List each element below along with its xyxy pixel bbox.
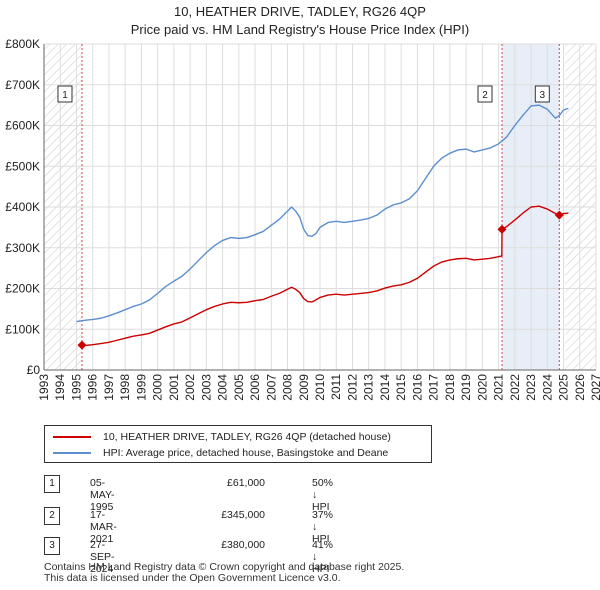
footer-copyright: Contains HM Land Registry data © Crown c… — [44, 561, 405, 573]
x-tick-label: 2016 — [410, 374, 424, 401]
x-tick-label: 1998 — [118, 374, 132, 401]
x-tick-label: 2020 — [475, 374, 489, 401]
y-tick-label: £500K — [5, 159, 40, 173]
legend-swatch-hpi — [53, 452, 91, 454]
legend-item-property: 10, HEATHER DRIVE, TADLEY, RG26 4QP (det… — [53, 431, 391, 443]
x-tick-label: 2012 — [345, 374, 359, 401]
event-label-number: 1 — [62, 90, 68, 101]
x-tick-label: 2025 — [557, 374, 571, 401]
transaction-hpi: 50% ↓ HPI — [312, 477, 334, 513]
footer-license: This data is licensed under the Open Gov… — [44, 572, 341, 584]
y-tick-label: £0 — [27, 363, 41, 377]
sale-marker — [77, 340, 87, 350]
y-tick-label: £400K — [5, 200, 40, 214]
event-label-number: 2 — [482, 90, 488, 101]
transaction-date: 05-MAY-1995 — [90, 477, 115, 513]
legend-label-property: 10, HEATHER DRIVE, TADLEY, RG26 4QP (det… — [103, 431, 391, 443]
transaction-number: 2 — [44, 507, 60, 525]
transaction-price: £380,000 — [221, 539, 265, 551]
x-tick-label: 2014 — [378, 374, 392, 401]
x-tick-label: 1995 — [69, 374, 83, 401]
event-label-box — [534, 85, 550, 103]
x-tick-label: 2013 — [362, 374, 376, 401]
x-tick-label: 2019 — [459, 374, 473, 401]
x-tick-label: 2015 — [394, 374, 408, 401]
transaction-price: £61,000 — [227, 477, 265, 489]
event-label-number: 3 — [540, 90, 546, 101]
legend: 10, HEATHER DRIVE, TADLEY, RG26 4QP (det… — [44, 425, 432, 463]
x-tick-label: 2002 — [183, 374, 197, 401]
x-tick-label: 2017 — [427, 374, 441, 401]
sale-marker — [497, 224, 507, 234]
event-label-box — [477, 85, 493, 103]
x-tick-label: 2007 — [264, 374, 278, 401]
y-tick-label: £600K — [5, 119, 40, 133]
x-tick-label: 2001 — [167, 374, 181, 401]
x-tick-label: 2003 — [199, 374, 213, 401]
y-tick-label: £800K — [5, 37, 40, 51]
chart-title: 10, HEATHER DRIVE, TADLEY, RG26 4QP — [174, 4, 426, 19]
x-tick-label: 2018 — [443, 374, 457, 401]
x-tick-label: 2023 — [524, 374, 538, 401]
x-tick-label: 2000 — [151, 374, 165, 401]
legend-label-hpi: HPI: Average price, detached house, Basi… — [103, 447, 389, 459]
x-tick-label: 2011 — [329, 374, 343, 400]
transaction-hpi: 41% ↓ HPI — [312, 539, 334, 575]
sale-marker — [554, 210, 564, 220]
x-tick-label: 1997 — [102, 374, 116, 401]
x-tick-label: 1996 — [86, 374, 100, 401]
legend-item-hpi: HPI: Average price, detached house, Basi… — [53, 447, 388, 459]
transaction-hpi: 37% ↓ HPI — [312, 509, 334, 545]
x-tick-label: 2021 — [492, 374, 506, 401]
chart-subtitle: Price paid vs. HM Land Registry's House … — [130, 22, 470, 37]
x-tick-label: 2027 — [589, 374, 600, 401]
x-tick-label: 2008 — [281, 374, 295, 401]
x-tick-label: 1994 — [53, 374, 67, 401]
transaction-date: 27-SEP-2024 — [90, 539, 115, 575]
event-label-box — [57, 85, 73, 103]
x-tick-label: 2026 — [573, 374, 587, 401]
y-tick-label: £200K — [5, 282, 40, 296]
y-tick-label: £700K — [5, 78, 40, 92]
transaction-number: 1 — [44, 475, 60, 493]
x-tick-label: 2022 — [508, 374, 522, 401]
transaction-number: 3 — [44, 537, 60, 555]
x-tick-label: 2004 — [216, 374, 230, 401]
x-tick-label: 2009 — [297, 374, 311, 401]
transaction-date: 17-MAR-2021 — [90, 509, 117, 545]
x-tick-label: 1999 — [134, 374, 148, 401]
hpi-line — [76, 104, 569, 323]
x-tick-label: 1993 — [37, 374, 51, 401]
x-tick-label: 2010 — [313, 374, 327, 401]
footer: Contains HM Land Registry data © Crown c… — [44, 562, 404, 584]
property-price-line — [81, 205, 569, 347]
x-tick-label: 2005 — [232, 374, 246, 401]
y-tick-label: £100K — [5, 322, 40, 336]
y-tick-label: £300K — [5, 241, 40, 255]
x-tick-label: 2006 — [248, 374, 262, 401]
legend-swatch-property — [53, 436, 91, 438]
x-tick-label: 2024 — [540, 374, 554, 401]
transaction-price: £345,000 — [221, 509, 265, 521]
